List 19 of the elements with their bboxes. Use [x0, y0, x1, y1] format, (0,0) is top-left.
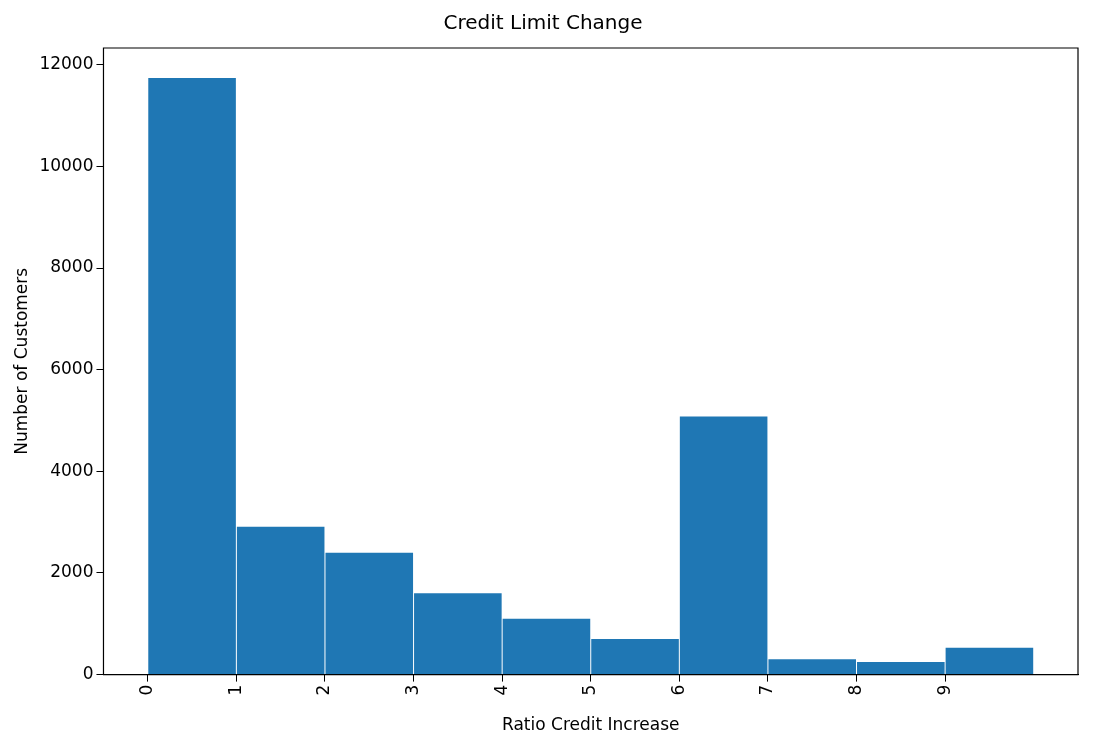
chart-title: Credit Limit Change [443, 10, 643, 35]
x-tick-label: 4 [490, 684, 511, 696]
x-tick-label: 9 [933, 684, 954, 696]
y-tick-label: 6000 [50, 358, 94, 379]
y-tick-label: 4000 [50, 459, 94, 480]
y-axis-title: Number of Customers [10, 267, 31, 455]
x-tick-label: 6 [667, 684, 688, 696]
y-tick-label: 12000 [39, 53, 94, 74]
x-tick-label: 3 [401, 684, 422, 696]
x-tick-label: 7 [756, 684, 777, 696]
x-tick-label: 5 [579, 684, 600, 696]
x-tick-label: 0 [136, 684, 157, 696]
x-axis-title: Ratio Credit Increase [501, 714, 680, 735]
x-tick-label: 8 [844, 684, 865, 696]
x-tick-label: 2 [313, 684, 334, 696]
y-tick-label: 10000 [39, 154, 94, 175]
x-tick-label: 1 [224, 684, 245, 696]
y-tick-label: 8000 [50, 256, 94, 277]
y-tick-label: 2000 [50, 561, 94, 582]
